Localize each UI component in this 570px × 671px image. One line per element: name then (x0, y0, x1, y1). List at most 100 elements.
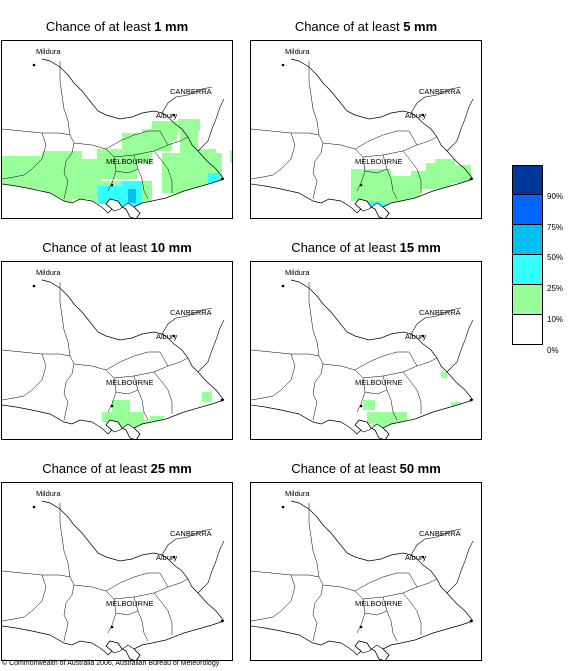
city-marker (281, 63, 285, 67)
legend-label-25: 25% (547, 284, 564, 293)
state-border (41, 58, 225, 180)
rain-cell (367, 412, 407, 424)
place-label-canberra: CANBERRA (419, 308, 461, 317)
district-boundary (113, 136, 189, 158)
rain-cell (441, 372, 447, 378)
district-boundary (115, 610, 139, 616)
district-boundary (105, 572, 169, 592)
district-boundary (73, 584, 117, 634)
district-boundary (133, 596, 149, 642)
state-border-nsw (161, 307, 225, 373)
city-marker (281, 284, 285, 288)
district-boundary (362, 136, 438, 158)
place-label-mildura: Mildura (285, 47, 310, 56)
legend-label-90: 90% (547, 192, 564, 201)
city-marker (110, 625, 114, 629)
map-50mm: Mildura CANBERRA Albury MELBOURNE (250, 482, 482, 661)
district-boundary (153, 371, 173, 414)
rain-cell (102, 412, 144, 422)
city-marker (172, 555, 176, 559)
place-label-melbourne: MELBOURNE (355, 378, 403, 387)
place-label-albury: Albury (156, 332, 178, 341)
district-boundary (382, 596, 398, 642)
map-1mm: Mildura CANBERRA Albury MELBOURNE (1, 40, 233, 219)
city-marker (220, 619, 224, 623)
district-boundary (133, 154, 149, 200)
map-5mm: Mildura CANBERRA Albury MELBOURNE (250, 40, 482, 219)
map-15mm: Mildura CANBERRA Albury MELBOURNE (250, 261, 482, 440)
district-boundary (153, 592, 173, 635)
city-marker (359, 183, 363, 187)
district-boundary (354, 351, 418, 371)
panel-title: Chance of at least 50 mm (291, 461, 441, 476)
rain-cell (230, 151, 232, 163)
city-marker (281, 505, 285, 509)
city-marker (32, 63, 36, 67)
district-boundary (251, 132, 296, 180)
place-label-mildura: Mildura (36, 47, 61, 56)
ocean (251, 400, 481, 439)
place-label-canberra: CANBERRA (170, 308, 212, 317)
state-border (290, 279, 474, 401)
city-marker (220, 177, 224, 181)
coastline (251, 399, 474, 439)
district-boundary (362, 578, 438, 600)
district-boundary (251, 353, 296, 401)
city-marker (421, 334, 425, 338)
district-boundary (115, 389, 139, 395)
map-svg (2, 500, 232, 660)
place-label-melbourne: MELBOURNE (106, 157, 154, 166)
legend-swatch-0 (512, 315, 543, 345)
district-boundary (73, 363, 117, 413)
map-svg (251, 58, 481, 218)
coastline (2, 178, 225, 218)
state-border (41, 500, 225, 622)
place-label-melbourne: MELBOURNE (106, 599, 154, 608)
district-boundary (308, 61, 320, 136)
place-label-mildura: Mildura (36, 489, 61, 498)
district-boundary (59, 61, 71, 136)
place-label-mildura: Mildura (285, 268, 310, 277)
panel-title: Chance of at least 1 mm (45, 19, 189, 34)
ocean (251, 179, 481, 218)
district-boundary (105, 351, 169, 371)
district-boundary (133, 375, 149, 421)
district-boundary (402, 371, 422, 414)
state-border-nsw (161, 86, 225, 152)
district-boundary (251, 574, 296, 622)
district-boundary (2, 574, 47, 622)
panel-1mm: Chance of at least 1 mm Mildura CANBERRA A… (1, 19, 233, 221)
city-marker (110, 183, 114, 187)
district-boundary (364, 389, 388, 395)
legend-swatch-25 (512, 255, 543, 285)
map-svg (2, 279, 232, 439)
city-marker (172, 334, 176, 338)
city-marker (469, 177, 473, 181)
place-label-albury: Albury (156, 111, 178, 120)
rain-cell (178, 119, 200, 131)
place-label-mildura: Mildura (36, 268, 61, 277)
district-boundary (322, 584, 366, 634)
city-marker (469, 619, 473, 623)
district-boundary (364, 168, 388, 174)
place-label-canberra: CANBERRA (170, 529, 212, 538)
city-marker (110, 404, 114, 408)
district-boundary (59, 282, 71, 357)
city-marker (359, 625, 363, 629)
state-border (290, 58, 474, 180)
rain-cell (202, 392, 212, 402)
district-boundary (362, 357, 438, 379)
legend-swatch-50 (512, 225, 543, 255)
place-label-albury: Albury (156, 553, 178, 562)
ocean (251, 621, 481, 660)
city-marker (421, 113, 425, 117)
rain-cell (363, 400, 375, 410)
city-marker (359, 404, 363, 408)
district-boundary (113, 578, 189, 600)
state-border-nsw (161, 528, 225, 594)
state-border-nsw (410, 86, 474, 152)
panel-title: Chance of at least 15 mm (291, 240, 441, 255)
legend-swatch-10 (512, 285, 543, 315)
place-label-melbourne: MELBOURNE (355, 157, 403, 166)
place-label-albury: Albury (405, 111, 427, 120)
